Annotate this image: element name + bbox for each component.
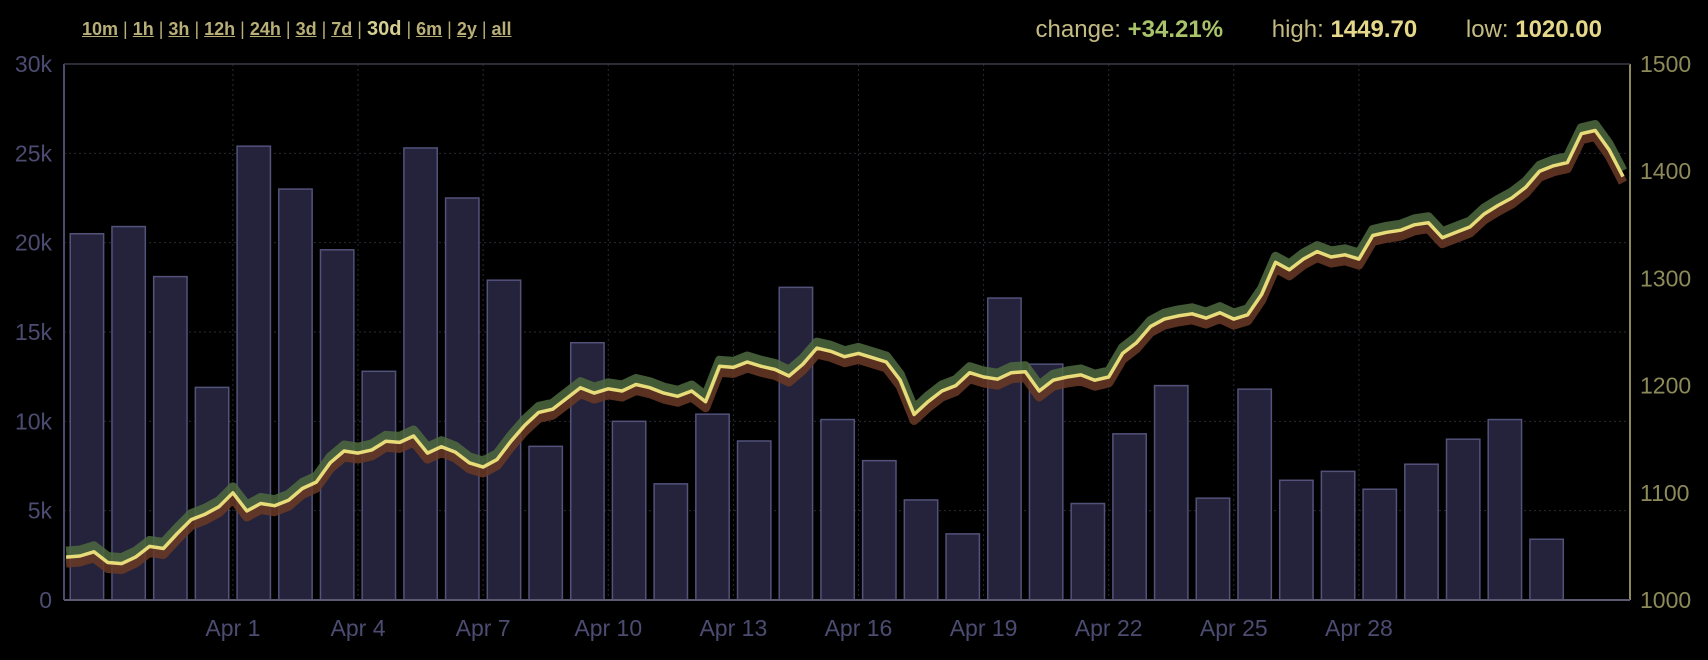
- range-link-12h[interactable]: 12h: [204, 19, 236, 39]
- change-value: +34.21%: [1127, 16, 1224, 43]
- volume-bar: [1445, 438, 1481, 601]
- price-axis-tick: 1200: [1640, 373, 1691, 399]
- volume-bar: [361, 370, 397, 601]
- price-axis-tick: 1000: [1640, 587, 1691, 613]
- range-separator: |: [285, 19, 291, 39]
- range-separator: |: [447, 19, 452, 39]
- range-separator: |: [240, 19, 245, 39]
- volume-bar: [1195, 497, 1231, 601]
- volume-bar: [861, 459, 897, 601]
- range-link-all[interactable]: all: [491, 19, 512, 39]
- volume-bar: [1362, 488, 1398, 601]
- volume-bar: [528, 445, 564, 601]
- range-link-6m[interactable]: 6m: [416, 19, 443, 39]
- date-axis-tick: Apr 28: [1325, 615, 1393, 641]
- range-separator: |: [123, 19, 128, 39]
- volume-bar: [778, 286, 814, 601]
- volume-bar: [1237, 388, 1273, 601]
- volume-bar: [736, 440, 772, 601]
- date-axis-tick: Apr 25: [1200, 615, 1268, 641]
- range-link-24h[interactable]: 24h: [249, 19, 281, 39]
- range-link-7d[interactable]: 7d: [331, 19, 353, 39]
- volume-axis-tick: 10k: [15, 408, 53, 434]
- range-link-3h[interactable]: 3h: [168, 19, 190, 39]
- price-axis-tick: 1300: [1640, 265, 1691, 291]
- volume-axis-tick: 25k: [15, 140, 53, 166]
- volume-bar: [1529, 538, 1565, 601]
- date-axis-tick: Apr 1: [205, 615, 260, 641]
- high-label: high:: [1271, 16, 1324, 43]
- price-stats: change: +34.21% high: 1449.70 low: 1020.…: [994, 16, 1602, 44]
- volume-axis-tick: 5k: [28, 498, 53, 524]
- volume-axis-tick: 30k: [15, 51, 53, 77]
- change-stat: change: +34.21%: [1036, 16, 1230, 43]
- range-link-3d[interactable]: 3d: [295, 19, 317, 39]
- low-label: low:: [1465, 16, 1509, 43]
- volume-axis-tick: 15k: [15, 319, 53, 345]
- range-separator: |: [481, 19, 487, 39]
- price-band-high: [65, 120, 1627, 563]
- range-separator: |: [406, 19, 412, 39]
- range-link-1h[interactable]: 1h: [132, 19, 154, 39]
- volume-bar: [820, 418, 856, 601]
- range-link-2y[interactable]: 2y: [456, 19, 477, 39]
- date-axis-tick: Apr 10: [574, 615, 642, 641]
- range-link-10m[interactable]: 10m: [82, 19, 119, 39]
- volume-bar: [653, 483, 689, 601]
- volume-bar: [945, 533, 981, 601]
- volume-bar: [611, 420, 647, 601]
- range-separator: |: [321, 19, 327, 39]
- volume-bar: [444, 197, 480, 601]
- price-axis-tick: 1500: [1640, 51, 1691, 77]
- volume-bar: [403, 147, 439, 601]
- high-stat: high: 1449.70: [1272, 16, 1424, 43]
- volume-bar: [1487, 418, 1523, 601]
- volume-bar: [1153, 384, 1189, 601]
- volume-bar: [1028, 363, 1064, 601]
- volume-bar: [903, 499, 939, 601]
- price-axis-tick: 1400: [1640, 158, 1691, 184]
- date-axis-tick: Apr 22: [1075, 615, 1143, 641]
- date-axis-tick: Apr 7: [456, 615, 511, 641]
- date-axis-tick: Apr 4: [331, 615, 386, 641]
- volume-bar: [319, 249, 355, 601]
- date-axis-tick: Apr 19: [950, 615, 1018, 641]
- volume-bar: [278, 188, 313, 601]
- volume-bar: [1112, 433, 1147, 601]
- volume-bar: [69, 232, 105, 601]
- price-band-low: [65, 132, 1627, 575]
- date-axis-tick: Apr 16: [825, 615, 893, 641]
- low-value: 1020.00: [1515, 16, 1602, 43]
- range-separator: |: [158, 19, 164, 39]
- low-stat: low: 1020.00: [1466, 16, 1602, 43]
- volume-bar: [111, 225, 147, 601]
- volume-bar: [1070, 502, 1106, 601]
- price-line: [65, 128, 1625, 566]
- volume-bar: [1404, 463, 1439, 601]
- volume-axis-tick: 20k: [15, 230, 53, 256]
- time-range-selector: 10m | 1h | 3h | 12h | 24h | 3d | 7d | 30d | 6m | 2y | all: [82, 18, 512, 41]
- volume-bar: [236, 145, 272, 601]
- volume-bar: [1320, 470, 1356, 601]
- range-separator: |: [194, 19, 200, 39]
- range-separator: |: [357, 19, 362, 39]
- range-link-30d[interactable]: 30d: [366, 18, 402, 40]
- volume-axis-tick: 0: [39, 587, 52, 613]
- change-label: change:: [1035, 16, 1121, 43]
- volume-bar: [987, 297, 1022, 601]
- date-axis-tick: Apr 13: [699, 615, 767, 641]
- price-axis-tick: 1100: [1640, 480, 1689, 506]
- high-value: 1449.70: [1330, 16, 1418, 43]
- volume-bar: [1278, 479, 1314, 601]
- volume-bar: [695, 413, 730, 601]
